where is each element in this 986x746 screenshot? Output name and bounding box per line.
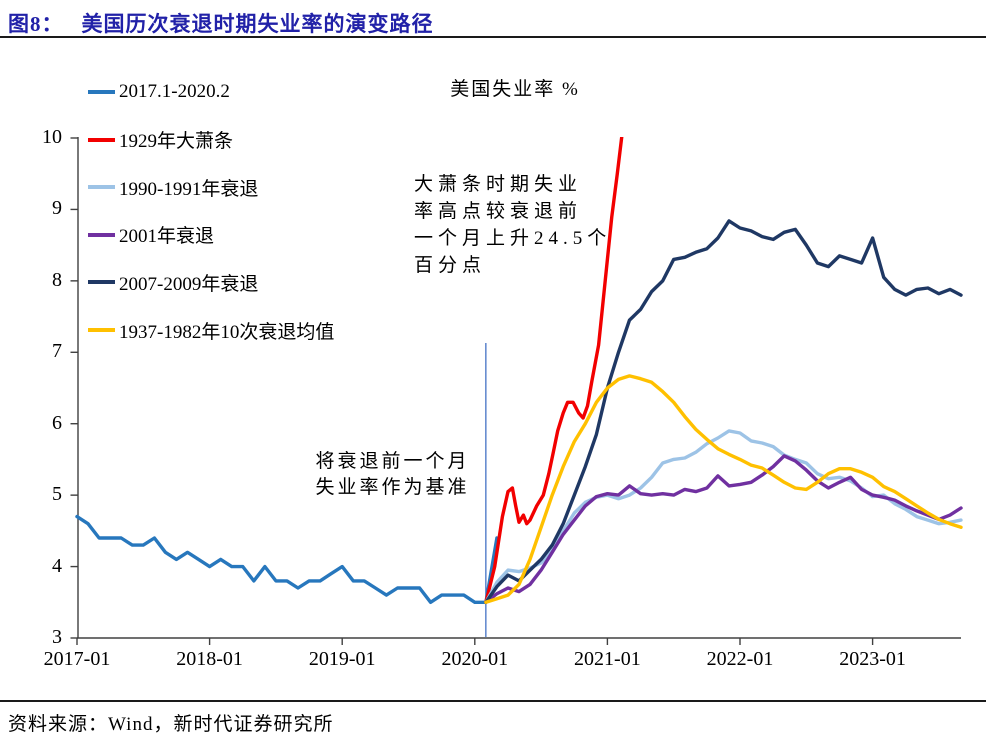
series-line: [484, 374, 963, 604]
chart-subtitle: 美国失业率 %: [450, 79, 580, 100]
figure-title: 图8： 美国历次衰退时期失业率的演变路径: [8, 8, 434, 38]
legend-label: 2017.1-2020.2: [119, 81, 230, 102]
source-note: 资料来源：Wind，新时代证券研究所: [8, 714, 334, 735]
legend-swatch: [88, 232, 115, 237]
y-tick-label: 3: [52, 626, 62, 648]
y-tick-label: 10: [42, 126, 62, 148]
x-tick-label: 2018-01: [176, 648, 243, 670]
figure-label: 图8：: [8, 12, 64, 36]
legend-item: 1929年大萧条: [88, 129, 234, 153]
legend-swatch: [88, 137, 115, 142]
legend-label: 1929年大萧条: [119, 131, 234, 153]
x-tick-label: 2017-01: [43, 648, 111, 670]
x-tick-label: 2020-01: [441, 648, 509, 670]
title-divider: [0, 36, 986, 38]
legend-swatch: [88, 90, 115, 94]
annotation-great-depression: 大萧条时期失业 率高点较衰退前 一个月上升24.5个 百分点: [414, 174, 612, 276]
x-tick-label: 2023-01: [839, 648, 906, 670]
legend-item: 2017.1-2020.2: [88, 81, 230, 103]
y-tick-label: 7: [52, 340, 62, 363]
legend-label: 2007-2009年衰退: [119, 273, 259, 295]
annotation-baseline-note: 将衰退前一个月 失业率作为基准: [315, 451, 470, 498]
footer-divider: [0, 700, 986, 702]
figure-title-text: 美国历次衰退时期失业率的演变路径: [81, 12, 434, 36]
y-tick-label: 8: [52, 268, 62, 291]
series-line: [484, 429, 963, 604]
legend-item: 2007-2009年衰退: [88, 271, 259, 295]
series-line: [484, 454, 963, 604]
series-line: [75, 514, 499, 604]
legend-label: 2001年衰退: [119, 226, 215, 248]
x-tick-label: 2019-01: [308, 648, 376, 670]
series-line: [484, 137, 624, 604]
y-tick-label: 9: [52, 197, 62, 220]
series-line: [484, 219, 963, 604]
legend-swatch: [88, 328, 115, 332]
legend-item: 1990-1991年衰退: [88, 176, 259, 200]
legend-swatch: [88, 280, 115, 285]
legend-label: 1937-1982年10次衰退均值: [119, 321, 335, 343]
legend-swatch: [88, 185, 115, 190]
x-tick-label: 2021-01: [574, 648, 641, 670]
y-tick-label: 4: [52, 554, 62, 577]
y-tick-label: 6: [52, 411, 62, 434]
legend-item: 2001年衰退: [88, 224, 215, 248]
legend-item: 1937-1982年10次衰退均值: [88, 319, 335, 343]
x-tick-label: 2022-01: [706, 648, 774, 670]
legend-label: 1990-1991年衰退: [119, 178, 259, 200]
y-tick-label: 5: [52, 483, 62, 506]
